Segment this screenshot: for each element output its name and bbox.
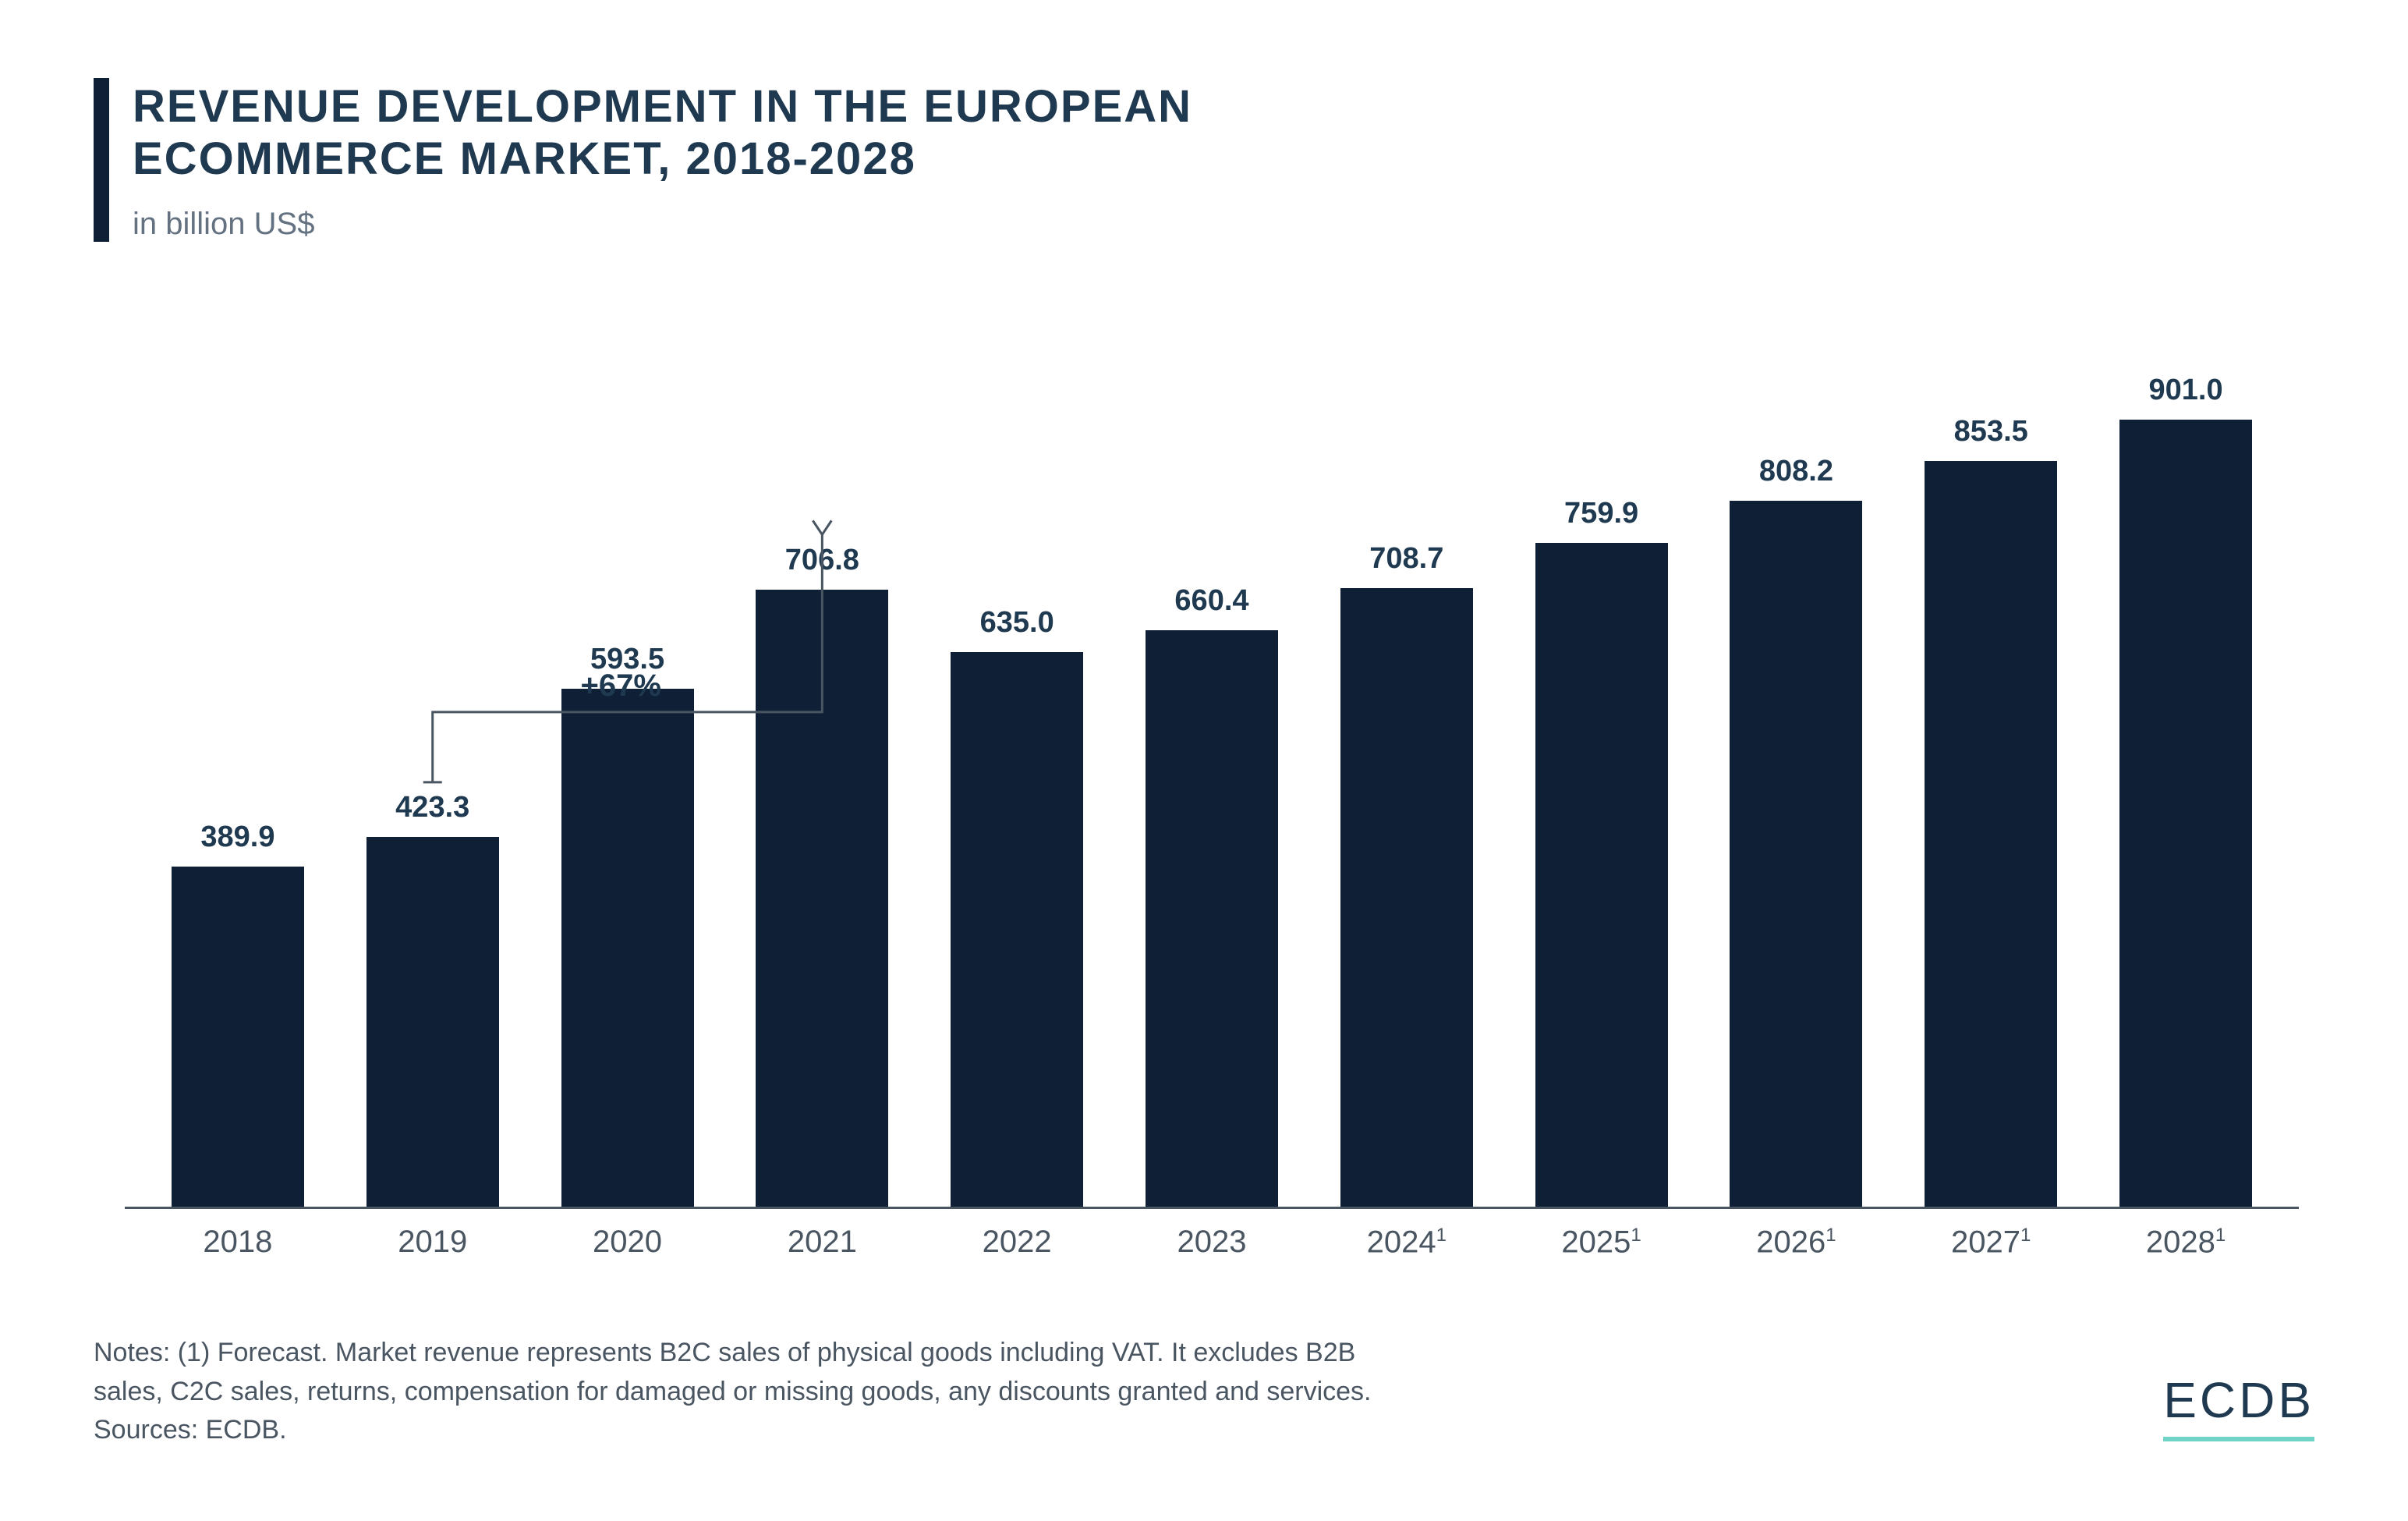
x-axis-label: 2023 — [1114, 1225, 1309, 1260]
x-axis-label: 2021 — [724, 1225, 919, 1260]
bar-column: 389.9 — [140, 821, 335, 1207]
accent-bar — [94, 78, 109, 242]
bar-column: 660.4 — [1114, 584, 1309, 1207]
chart-subtitle: in billion US$ — [133, 207, 1458, 242]
header-text: REVENUE DEVELOPMENT IN THE EUROPEAN ECOM… — [133, 78, 1458, 242]
bar-value-label: 706.8 — [785, 544, 859, 577]
bar-column: 901.0 — [2088, 374, 2283, 1207]
x-axis-label: 20261 — [1699, 1225, 1894, 1260]
x-axis-label: 20271 — [1893, 1225, 2088, 1260]
notes-line-1: Notes: (1) Forecast. Market revenue repr… — [94, 1334, 1372, 1372]
notes-line-2: sales, C2C sales, returns, compensation … — [94, 1373, 1372, 1411]
bar — [951, 652, 1083, 1207]
bar-value-label: 901.0 — [2148, 374, 2222, 407]
bar — [2119, 420, 2252, 1207]
chart-header: REVENUE DEVELOPMENT IN THE EUROPEAN ECOM… — [94, 78, 2314, 242]
bar-value-label: 660.4 — [1174, 584, 1248, 618]
bar-value-label: 759.9 — [1564, 497, 1638, 530]
x-axis-label: 20241 — [1309, 1225, 1504, 1260]
bar — [1925, 461, 2057, 1207]
x-axis-label: 20251 — [1504, 1225, 1699, 1260]
brand-logo: ECDB — [2163, 1371, 2314, 1441]
callout-label: +67% — [581, 668, 661, 704]
footer-notes: Notes: (1) Forecast. Market revenue repr… — [94, 1334, 1372, 1449]
chart-container: 389.9 423.3 593.5 706.8 635.0 660.4 708.7 759.9… — [125, 335, 2299, 1287]
bar-value-label: 635.0 — [980, 606, 1054, 640]
bar — [172, 867, 304, 1207]
bar — [1340, 588, 1473, 1207]
bar-column: 706.8 — [724, 544, 919, 1207]
x-axis-label: 2018 — [140, 1225, 335, 1260]
x-axis-label: 20281 — [2088, 1225, 2283, 1260]
x-axis-label: 2022 — [919, 1225, 1114, 1260]
bar-column: 808.2 — [1699, 455, 1894, 1207]
bar-column: 423.3 — [335, 791, 530, 1207]
bar-column: 759.9 — [1504, 497, 1699, 1207]
bar-value-label: 389.9 — [200, 821, 274, 854]
bar-value-label: 808.2 — [1759, 455, 1833, 488]
bar-value-label: 423.3 — [395, 791, 469, 824]
bar — [1535, 543, 1668, 1207]
x-axis-label: 2019 — [335, 1225, 530, 1260]
sources-line: Sources: ECDB. — [94, 1411, 1372, 1449]
x-axis-label: 2020 — [530, 1225, 725, 1260]
bar — [367, 837, 499, 1207]
chart-plot-area: 389.9 423.3 593.5 706.8 635.0 660.4 708.7 759.9… — [125, 335, 2299, 1209]
bar — [756, 590, 888, 1207]
chart-title: REVENUE DEVELOPMENT IN THE EUROPEAN ECOM… — [133, 81, 1458, 185]
chart-footer: Notes: (1) Forecast. Market revenue repr… — [94, 1334, 2314, 1449]
bar — [1146, 630, 1278, 1207]
bar-column: 853.5 — [1893, 415, 2088, 1207]
bar — [561, 689, 694, 1207]
x-axis-labels: 2018201920202021202220232024120251202612… — [125, 1209, 2299, 1260]
bar-value-label: 853.5 — [1954, 415, 2028, 448]
bar — [1730, 501, 1862, 1207]
bar-column: 593.5 — [530, 643, 725, 1207]
bar-value-label: 708.7 — [1369, 542, 1443, 576]
bar-column: 635.0 — [919, 606, 1114, 1207]
bar-column: 708.7 — [1309, 542, 1504, 1207]
